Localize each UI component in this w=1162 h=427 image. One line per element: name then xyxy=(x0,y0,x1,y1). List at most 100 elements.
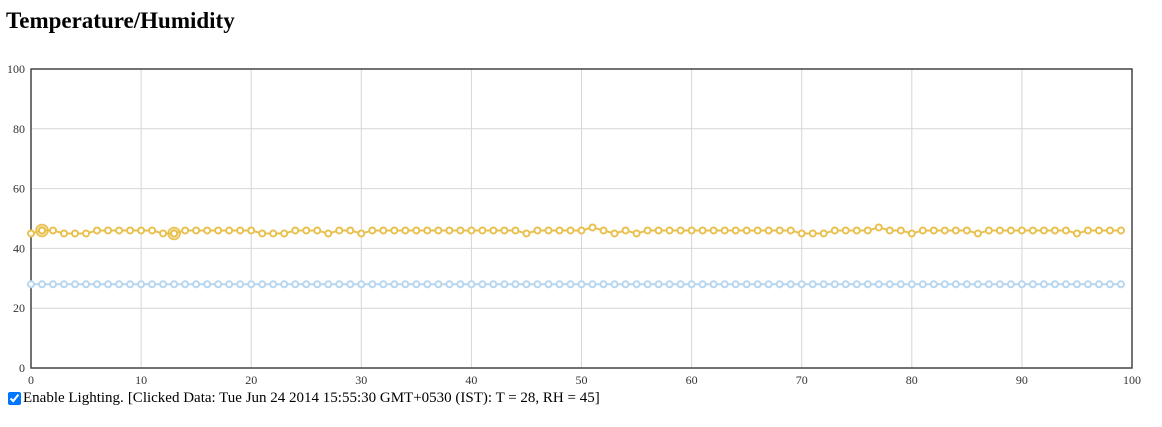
data-point[interactable] xyxy=(302,226,311,235)
data-point[interactable] xyxy=(533,226,542,235)
data-point[interactable] xyxy=(1105,280,1114,289)
data-point[interactable] xyxy=(676,280,685,289)
data-point[interactable] xyxy=(940,280,949,289)
data-point[interactable] xyxy=(181,280,190,289)
data-point[interactable] xyxy=(742,280,751,289)
data-point[interactable] xyxy=(1083,226,1092,235)
data-point[interactable] xyxy=(885,280,894,289)
data-point[interactable] xyxy=(698,226,707,235)
data-point[interactable] xyxy=(1083,280,1092,289)
data-point[interactable] xyxy=(148,280,157,289)
data-point[interactable] xyxy=(456,280,465,289)
data-point[interactable] xyxy=(709,280,718,289)
data-point[interactable] xyxy=(192,280,201,289)
data-point[interactable] xyxy=(368,226,377,235)
data-point[interactable] xyxy=(412,226,421,235)
data-point[interactable] xyxy=(225,226,234,235)
data-point[interactable] xyxy=(643,280,652,289)
data-point[interactable] xyxy=(390,226,399,235)
data-point[interactable] xyxy=(1006,280,1015,289)
data-point[interactable] xyxy=(511,280,520,289)
series-0[interactable] xyxy=(27,223,1125,238)
data-point[interactable] xyxy=(390,280,399,289)
data-point[interactable] xyxy=(1039,226,1048,235)
enable-lighting-checkbox[interactable] xyxy=(8,392,21,405)
data-point[interactable] xyxy=(731,226,740,235)
data-point[interactable] xyxy=(566,226,575,235)
data-point[interactable] xyxy=(522,229,531,238)
data-point[interactable] xyxy=(896,226,905,235)
data-point[interactable] xyxy=(27,229,35,238)
data-point[interactable] xyxy=(643,226,652,235)
data-point[interactable] xyxy=(214,226,223,235)
data-point[interactable] xyxy=(1072,229,1081,238)
data-point[interactable] xyxy=(676,226,685,235)
data-point[interactable] xyxy=(742,226,751,235)
data-point[interactable] xyxy=(786,280,795,289)
data-point[interactable] xyxy=(863,280,872,289)
data-point[interactable] xyxy=(874,223,883,232)
data-point[interactable] xyxy=(533,280,542,289)
data-point[interactable] xyxy=(335,280,344,289)
data-point[interactable] xyxy=(1116,280,1125,289)
data-point[interactable] xyxy=(577,226,586,235)
data-point[interactable] xyxy=(687,280,696,289)
data-point[interactable] xyxy=(478,226,487,235)
data-point[interactable] xyxy=(599,226,608,235)
data-point[interactable] xyxy=(357,280,366,289)
data-point[interactable] xyxy=(874,280,883,289)
data-point[interactable] xyxy=(467,226,476,235)
data-point[interactable] xyxy=(445,280,454,289)
data-point[interactable] xyxy=(1061,226,1070,235)
data-point[interactable] xyxy=(808,280,817,289)
data-point[interactable] xyxy=(71,229,80,238)
data-point[interactable] xyxy=(588,280,597,289)
enable-lighting-label[interactable]: Enable Lighting. xyxy=(23,390,124,406)
data-point[interactable] xyxy=(852,226,861,235)
data-point[interactable] xyxy=(1017,226,1026,235)
data-point[interactable] xyxy=(203,280,212,289)
data-point[interactable] xyxy=(313,280,322,289)
data-point[interactable] xyxy=(852,280,861,289)
data-point[interactable] xyxy=(841,226,850,235)
data-point[interactable] xyxy=(907,229,916,238)
data-point[interactable] xyxy=(665,280,674,289)
data-point[interactable] xyxy=(1105,226,1114,235)
data-point[interactable] xyxy=(720,280,729,289)
data-point[interactable] xyxy=(962,226,971,235)
data-point[interactable] xyxy=(247,280,256,289)
data-point[interactable] xyxy=(137,280,146,289)
data-point[interactable] xyxy=(973,229,982,238)
chart-series[interactable] xyxy=(27,223,1125,289)
data-point[interactable] xyxy=(478,280,487,289)
data-point[interactable] xyxy=(929,280,938,289)
data-point[interactable] xyxy=(830,226,839,235)
data-point[interactable] xyxy=(632,280,641,289)
data-point[interactable] xyxy=(764,280,773,289)
data-point[interactable] xyxy=(489,280,498,289)
data-point[interactable] xyxy=(896,280,905,289)
data-point[interactable] xyxy=(27,280,35,289)
data-point[interactable] xyxy=(423,280,432,289)
data-point[interactable] xyxy=(1094,226,1103,235)
data-point[interactable] xyxy=(181,226,190,235)
data-point[interactable] xyxy=(1039,280,1048,289)
data-point[interactable] xyxy=(610,280,619,289)
data-point[interactable] xyxy=(654,226,663,235)
data-point[interactable] xyxy=(247,226,256,235)
series-1[interactable] xyxy=(27,280,1125,289)
data-point[interactable] xyxy=(797,280,806,289)
data-point[interactable] xyxy=(1017,280,1026,289)
data-point[interactable] xyxy=(93,226,102,235)
data-point[interactable] xyxy=(214,280,223,289)
data-point[interactable] xyxy=(654,280,663,289)
data-point[interactable] xyxy=(753,226,762,235)
data-point[interactable] xyxy=(258,229,267,238)
data-point[interactable] xyxy=(731,280,740,289)
data-point[interactable] xyxy=(269,280,278,289)
data-point[interactable] xyxy=(445,226,454,235)
data-point[interactable] xyxy=(544,226,553,235)
data-point[interactable] xyxy=(786,226,795,235)
data-point[interactable] xyxy=(918,280,927,289)
data-point[interactable] xyxy=(929,226,938,235)
